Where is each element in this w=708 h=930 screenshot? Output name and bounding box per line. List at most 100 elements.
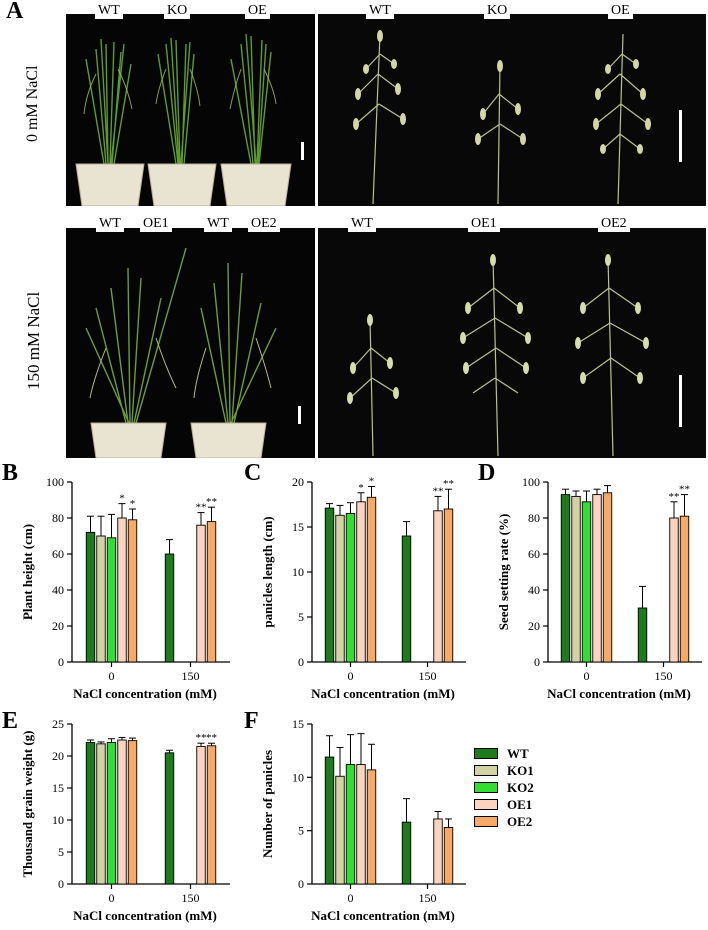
photo-panicles-150mm [318,228,706,458]
bar [206,745,217,885]
legend-item: OE2 [474,813,534,830]
chart-number-of-panicles: 0 5 10 15 0 150 NaCl concentration (mM) Number … [250,712,472,926]
bar [356,501,366,663]
y-tick-label: 20 [528,619,540,633]
y-tick-label: 40 [52,583,64,597]
y-axis-label: Seed setting rate (%) [496,514,511,631]
chart-svg: 0 5 10 15 20 25 0 150 ** ** NaCl concentration (mM… [20,717,230,923]
genotype-label: KO [484,3,511,19]
x-axis-label: NaCl concentration (mM) [73,686,217,701]
panel-label-e: E [2,708,19,734]
rice-plants-salt-image [85,247,301,458]
legend-label: KO2 [507,779,534,795]
y-tick-label: 20 [52,619,64,633]
legend-swatch [474,816,498,827]
bar [401,535,412,663]
legend-label: WT [507,745,529,761]
bar [335,775,345,885]
legend-label: OE1 [507,796,533,812]
x-axis-label: NaCl concentration (mM) [311,686,455,701]
y-tick-label: 0 [298,877,304,891]
y-tick-label: 20 [52,749,64,763]
significance-marker: * [119,493,125,505]
genotype-label: WT [204,216,232,232]
rice-plants-image [75,33,304,206]
y-tick-label: 10 [52,813,64,827]
photo-panicles-0mm [318,14,706,206]
photo-plants-150mm [66,228,315,458]
bar [356,764,366,885]
panel-label-a: A [6,0,24,24]
bar [85,742,96,885]
photo-plants-0mm [66,14,315,206]
bar [637,607,648,663]
panicles-salt-image [347,254,682,457]
genotype-label: OE [245,3,270,19]
y-tick-label: 100 [522,475,540,489]
significance-marker: ** [433,485,444,497]
panel-label-d: D [478,460,496,486]
y-tick-label: 10 [292,770,304,784]
bar [106,537,117,663]
genotype-label: OE2 [598,216,630,232]
genotype-label: OE [608,3,633,19]
x-tick-label: 0 [109,669,115,683]
legend: WT KO1 KO2 OE1 OE2 [474,745,534,830]
chart-plant-height: 0 20 40 60 80 100 0 * * 150 ** ** NaCl concentration… [10,470,236,704]
y-tick-label: 5 [58,845,64,859]
x-axis-label: NaCl concentration (mM) [547,686,691,701]
bar [433,818,443,885]
legend-swatch [474,799,498,810]
y-axis-label: Number of panicles [260,750,275,858]
significance-marker: ** [206,732,217,744]
x-axis-label: NaCl concentration (mM) [73,908,217,923]
bar [592,494,602,663]
x-tick-label: 150 [655,669,673,683]
y-tick-label: 0 [534,655,540,669]
y-tick-label: 60 [52,547,64,561]
significance-marker: ** [443,478,454,490]
legend-item: KO2 [474,779,534,796]
bar [401,821,412,885]
bar [366,496,377,663]
chart-panicle-length: 0 5 10 15 20 0 * * 150 ** ** NaCl concentration (mM… [250,470,472,704]
genotype-label: OE2 [248,216,280,232]
y-axis-label: Plant height (cm) [20,524,35,620]
panel-label-b: B [2,460,19,486]
genotype-label: WT [366,3,394,19]
y-tick-label: 25 [52,717,64,731]
significance-marker: ** [196,502,207,514]
bar [117,517,127,663]
genotype-label: OE1 [468,216,500,232]
significance-marker: ** [206,496,217,508]
panel-label-f: F [244,708,259,734]
bar [127,519,138,663]
y-tick-label: 0 [58,655,64,669]
legend-swatch [474,748,498,759]
bar [366,769,377,885]
significance-marker: ** [679,484,690,496]
bar [345,513,356,663]
significance-marker: * [369,476,375,488]
y-tick-label: 20 [292,475,304,489]
significance-marker: * [130,498,136,510]
bar [571,495,581,663]
row-label-0mm: 0 mM NaCl [24,65,41,142]
genotype-label: OE1 [140,216,172,232]
legend-label: OE2 [507,813,533,829]
bar [96,535,106,663]
y-tick-label: 0 [298,655,304,669]
genotype-label: WT [95,3,123,19]
bar [345,764,356,885]
row-label-150mm: 150 mM NaCl [24,291,43,390]
bar [602,492,613,663]
genotype-label: WT [96,216,124,232]
y-tick-label: 15 [292,520,304,534]
legend-label: KO1 [507,762,534,778]
bar [196,524,206,663]
genotype-label: WT [348,216,376,232]
x-tick-label: 0 [348,669,354,683]
bar [206,521,217,663]
